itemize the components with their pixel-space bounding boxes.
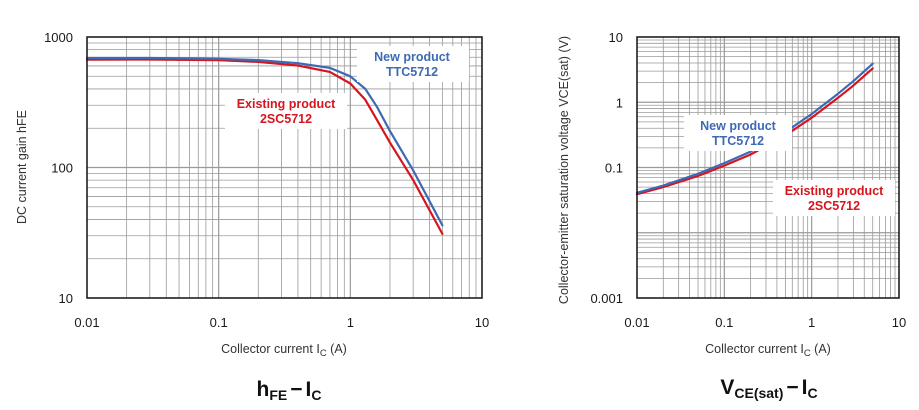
hfe-ytick-label: 1000 [44,30,73,45]
vcesat-caption-cesat: CE(sat) [734,385,783,401]
vcesat-caption-v: V [720,376,734,399]
vcesat-xtick-label: 0.1 [715,315,733,330]
hfe-caption-i: I [306,378,312,401]
hfe-series-existing-product [85,58,444,235]
hfe-xlabel-unit: (A) [327,342,347,356]
vcesat-annotation-new-line2: TTC5712 [712,134,764,148]
hfe-tick-labels: 0.01 0.1 1 10 10 100 1000 [44,30,489,330]
vcesat-chart: 0.01 0.1 1 10 0.001 0.1 1 10 New product TTC571… [557,30,906,401]
hfe-series-new-product [85,56,444,227]
hfe-annotation-new-line1: New product [374,50,451,64]
hfe-annotation-new: New product TTC5712 [357,46,469,82]
vcesat-annotation-existing: Existing product 2SC5712 [773,180,895,216]
hfe-annotation-existing: Existing product 2SC5712 [225,93,347,129]
hfe-xtick-label: 10 [475,315,489,330]
vcesat-ytick-label: 0.1 [605,161,623,176]
hfe-xtick-label: 0.1 [210,315,228,330]
vcesat-ytick-label: 1 [616,95,623,110]
vcesat-xlabel-unit: (A) [811,342,831,356]
vcesat-xlabel: Collector current IC (A) [705,342,831,359]
vcesat-tick-labels: 0.01 0.1 1 10 0.001 0.1 1 10 [590,30,906,330]
hfe-annotation-existing-line1: Existing product [237,97,336,111]
vcesat-caption-c: C [808,385,818,401]
hfe-xtick-label: 0.01 [74,315,99,330]
hfe-xlabel-main: Collector current I [221,342,320,356]
vcesat-ytick-label: 0.001 [590,291,623,306]
vcesat-annotation-new: New product TTC5712 [684,115,792,151]
hfe-ylabel: DC current gain hFE [15,110,29,224]
vcesat-xtick-label: 1 [808,315,815,330]
hfe-caption-dash: − [290,378,302,401]
vcesat-xlabel-sub: C [804,348,811,359]
vcesat-xtick-label: 0.01 [624,315,649,330]
vcesat-caption: VCE(sat) − IC [720,376,817,401]
vcesat-caption-dash: − [786,376,798,399]
vcesat-grid [637,37,899,298]
vcesat-ytick-label: 10 [609,30,623,45]
hfe-caption-fe: FE [269,387,287,403]
vcesat-annotation-new-line1: New product [700,119,777,133]
hfe-annotation-existing-line2: 2SC5712 [260,112,312,126]
vcesat-plot-frame [636,36,900,299]
vcesat-ylabel: Collector-emitter saturation voltage VCE… [557,36,571,304]
hfe-xlabel: Collector current IC (A) [221,342,347,359]
vcesat-annotation-existing-line2: 2SC5712 [808,199,860,213]
hfe-xtick-label: 1 [347,315,354,330]
hfe-caption-c: C [311,387,321,403]
hfe-ytick-label: 10 [59,291,73,306]
hfe-caption-h: h [257,378,270,401]
hfe-series [85,56,444,235]
hfe-caption: hFE − IC [257,378,322,403]
vcesat-xlabel-main: Collector current I [705,342,804,356]
hfe-annotation-new-line2: TTC5712 [386,65,438,79]
vcesat-xtick-label: 10 [892,315,906,330]
vcesat-caption-i: I [802,376,808,399]
hfe-xlabel-sub: C [320,348,327,359]
hfe-plot-frame [86,36,483,299]
hfe-ytick-label: 100 [51,161,73,176]
vcesat-annotation-existing-line1: Existing product [785,184,884,198]
